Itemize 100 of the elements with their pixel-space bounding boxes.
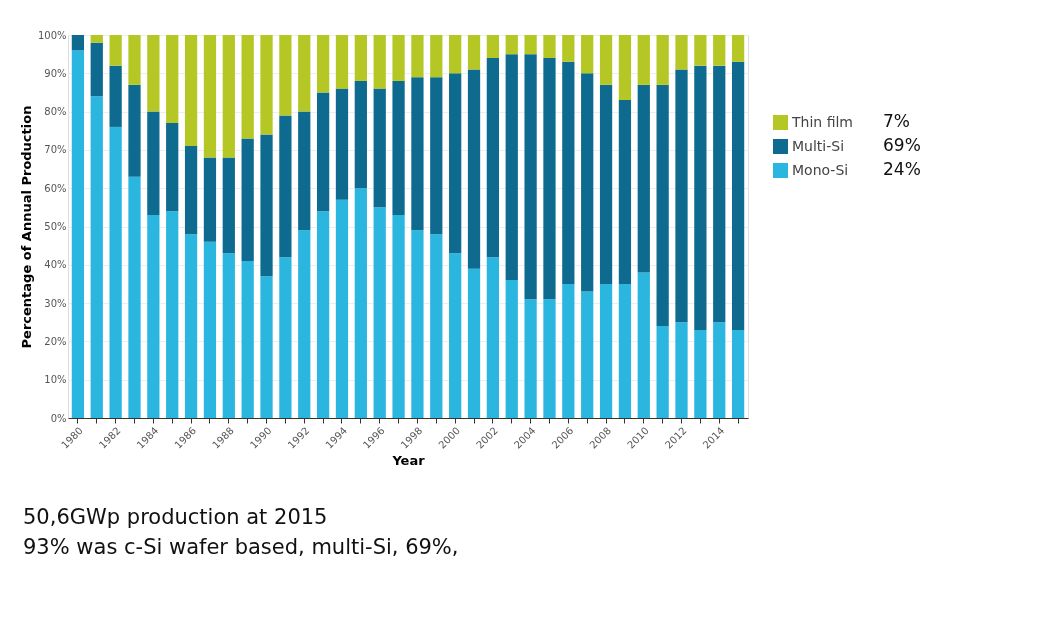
bar xyxy=(241,260,254,418)
bar xyxy=(637,84,650,273)
y-tick-label: 30% xyxy=(44,297,67,309)
bar xyxy=(335,88,349,200)
bar xyxy=(184,234,198,418)
bar xyxy=(599,283,613,418)
legend-label: Mono-Si xyxy=(792,161,849,178)
y-tick-label: 0% xyxy=(50,412,67,424)
bar xyxy=(731,329,745,418)
bar xyxy=(713,35,726,66)
bar xyxy=(562,35,575,62)
bar xyxy=(675,35,688,70)
y-tick-label: 80% xyxy=(44,106,67,118)
bar xyxy=(581,35,594,74)
bar xyxy=(279,35,292,116)
bar xyxy=(109,126,122,418)
bar xyxy=(467,268,481,418)
bar xyxy=(316,92,330,212)
bar xyxy=(543,57,556,300)
bar xyxy=(618,100,632,284)
bar xyxy=(260,35,273,135)
bar xyxy=(713,65,726,323)
bar xyxy=(222,157,235,254)
bar xyxy=(562,61,575,284)
bar xyxy=(279,257,292,418)
bar xyxy=(203,157,217,242)
bar xyxy=(524,299,537,418)
bar xyxy=(335,199,349,418)
bar xyxy=(203,35,217,158)
bar xyxy=(109,65,122,127)
bar xyxy=(430,35,443,78)
bar xyxy=(147,215,160,418)
bar xyxy=(298,111,311,231)
bar xyxy=(411,230,424,418)
bar xyxy=(449,253,462,418)
bar xyxy=(449,73,462,254)
bar xyxy=(166,35,179,124)
bar xyxy=(694,329,707,418)
bar xyxy=(128,176,141,418)
legend-label: Multi-Si xyxy=(792,137,845,154)
bar xyxy=(543,299,556,418)
bar xyxy=(411,35,424,78)
bar xyxy=(449,35,462,74)
bar xyxy=(184,35,198,147)
bar xyxy=(581,73,594,292)
bar xyxy=(316,35,330,93)
bar xyxy=(694,35,707,66)
bar xyxy=(354,188,367,418)
bar xyxy=(373,35,386,89)
bar xyxy=(147,111,160,216)
bar xyxy=(298,35,311,112)
bar xyxy=(467,35,481,70)
bar xyxy=(467,69,481,269)
bar xyxy=(618,35,632,101)
bar xyxy=(505,35,518,55)
bar xyxy=(71,35,85,51)
bar xyxy=(675,322,688,418)
bar xyxy=(392,80,405,216)
bar xyxy=(316,211,330,418)
bar xyxy=(392,35,405,81)
y-tick-label: 100% xyxy=(37,29,67,41)
bar xyxy=(166,123,179,212)
legend-label: Thin film xyxy=(791,113,853,130)
y-tick-label: 40% xyxy=(44,259,67,271)
x-axis-title: Year xyxy=(391,452,426,468)
text: 7% xyxy=(883,111,910,131)
bar xyxy=(656,326,669,418)
bar xyxy=(222,253,235,418)
bar xyxy=(109,35,122,66)
bar xyxy=(184,146,198,235)
bar xyxy=(430,77,443,235)
bar xyxy=(298,230,311,418)
y-tick-label: 20% xyxy=(44,335,67,347)
bar xyxy=(656,35,669,85)
bar xyxy=(279,115,292,258)
bar xyxy=(731,35,745,62)
bar xyxy=(128,35,141,85)
bar xyxy=(392,215,405,418)
bar xyxy=(373,207,386,418)
y-axis-title: Percentage of Annual Production xyxy=(18,105,34,349)
bar xyxy=(731,61,745,330)
bar xyxy=(260,276,273,418)
text: 24% xyxy=(883,159,921,179)
y-tick-label: 90% xyxy=(44,67,67,79)
bar xyxy=(90,96,103,418)
bar xyxy=(90,42,103,97)
bar xyxy=(505,54,518,281)
bar xyxy=(147,35,160,112)
y-tick-label: 60% xyxy=(44,182,67,194)
bar xyxy=(90,35,103,43)
bar xyxy=(599,35,613,85)
bar xyxy=(505,280,518,418)
bar xyxy=(675,69,688,323)
bar xyxy=(581,291,594,418)
bar xyxy=(128,84,141,177)
bar xyxy=(411,77,424,231)
bar xyxy=(354,80,367,189)
bar xyxy=(618,283,632,418)
bar xyxy=(486,35,500,58)
bar xyxy=(241,35,254,139)
